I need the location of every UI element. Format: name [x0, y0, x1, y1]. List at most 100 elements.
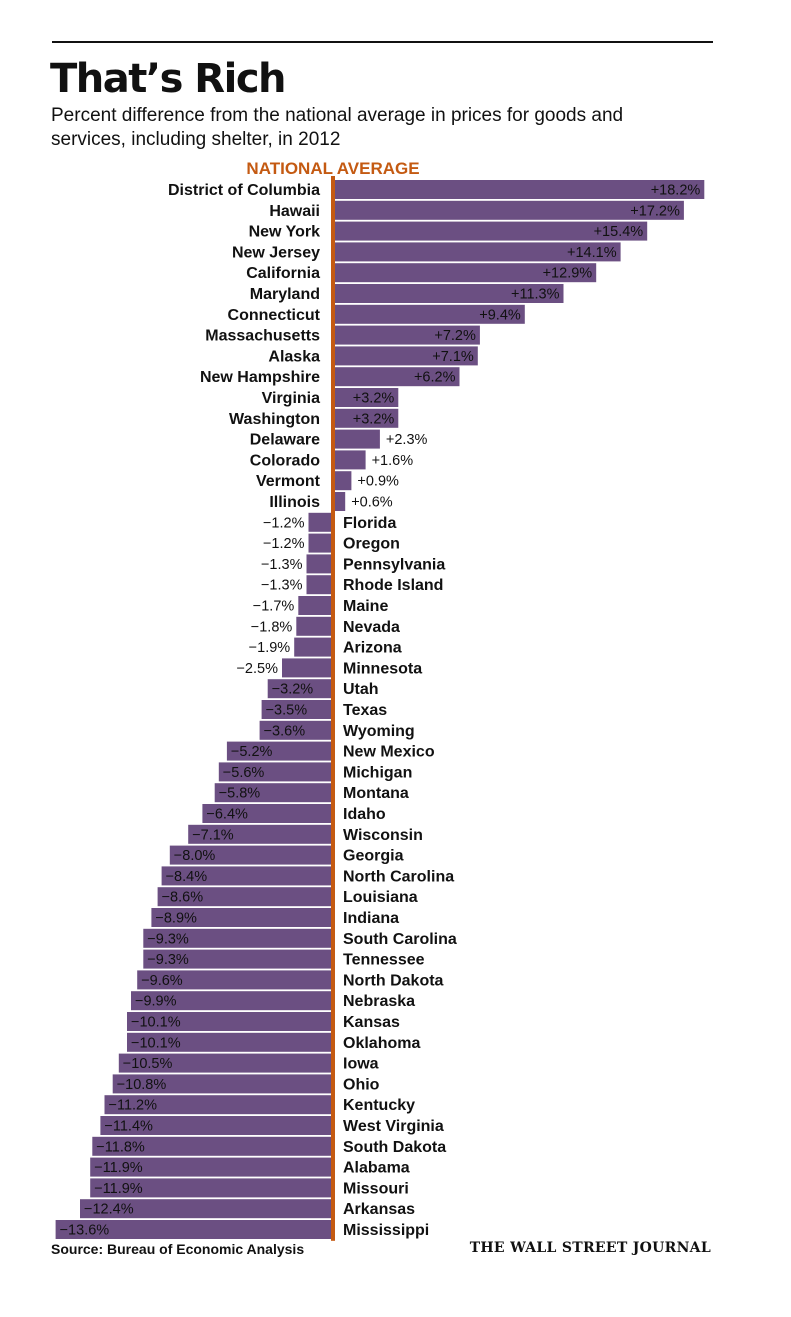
bar-new-mexico: [226, 741, 333, 761]
category-label-arkansas: Arkansas: [343, 1201, 415, 1218]
category-label-idaho: Idaho: [343, 806, 386, 823]
category-label-north-carolina: North Carolina: [343, 868, 454, 885]
bar-new-hampshire: [333, 367, 460, 387]
value-label-south-dakota: −11.8%: [96, 1139, 145, 1155]
source-note: Source: Bureau of Economic Analysis: [51, 1241, 305, 1257]
bar-oklahoma: [127, 1032, 333, 1052]
value-label-georgia: −8.0%: [174, 848, 216, 864]
bar-florida: [308, 512, 333, 532]
category-label-mississippi: Mississippi: [343, 1222, 429, 1239]
value-label-west-virginia: −11.4%: [104, 1119, 153, 1135]
chart-subtitle: Percent difference from the national ave…: [51, 105, 624, 150]
bar-maine: [298, 596, 333, 615]
bar-mississippi: [55, 1220, 333, 1239]
category-label-oklahoma: Oklahoma: [343, 1035, 420, 1052]
value-label-virginia: +3.2%: [353, 391, 395, 407]
category-label-texas: Texas: [343, 702, 387, 719]
bar-arkansas: [80, 1199, 333, 1219]
value-label-mississippi: −13.6%: [60, 1223, 110, 1239]
value-label-north-dakota: −9.6%: [141, 973, 183, 989]
value-label-maine: −1.7%: [253, 599, 295, 615]
value-label-arizona: −1.9%: [249, 640, 291, 656]
category-label-north-dakota: North Dakota: [343, 972, 444, 989]
bar-iowa: [118, 1053, 333, 1073]
bar-north-carolina: [161, 866, 333, 886]
category-label-west-virginia: West Virginia: [343, 1118, 444, 1135]
value-label-texas: −3.5%: [266, 703, 308, 719]
bar-georgia: [169, 845, 333, 865]
category-label-maine: Maine: [343, 598, 388, 615]
publisher-logo: THE WALL STREET JOURNAL: [469, 1240, 711, 1256]
category-label-massachusetts: Massachusetts: [205, 328, 320, 345]
bar-missouri: [90, 1178, 333, 1198]
bar-district-of-columbia: [333, 180, 705, 199]
bar-hawaii: [333, 200, 684, 220]
value-label-kansas: −10.1%: [131, 1015, 181, 1031]
bar-louisiana: [157, 887, 333, 907]
category-label-new-hampshire: New Hampshire: [200, 369, 320, 386]
bar-kansas: [127, 1012, 333, 1031]
chart-title: That’s Rich: [50, 56, 287, 102]
bar-connecticut: [333, 304, 525, 324]
category-label-connecticut: Connecticut: [228, 307, 321, 324]
value-label-arkansas: −12.4%: [84, 1202, 134, 1218]
category-label-hawaii: Hawaii: [269, 203, 320, 220]
value-label-wisconsin: −7.1%: [192, 827, 234, 843]
bar-michigan: [218, 762, 333, 782]
bar-maryland: [333, 284, 564, 303]
bar-indiana: [151, 908, 333, 927]
category-label-alabama: Alabama: [343, 1160, 410, 1177]
category-label-nebraska: Nebraska: [343, 993, 415, 1010]
bar-massachusetts: [333, 325, 480, 345]
bar-virginia: [333, 388, 399, 407]
value-label-rhode-island: −1.3%: [261, 578, 303, 594]
bar-washington: [333, 408, 399, 428]
bar-idaho: [202, 804, 333, 823]
value-label-vermont: +0.9%: [357, 474, 399, 490]
national-average-label: NATIONAL AVERAGE: [246, 159, 419, 178]
bar-minnesota: [282, 658, 333, 678]
category-label-delaware: Delaware: [250, 432, 320, 449]
value-label-minnesota: −2.5%: [236, 661, 278, 677]
value-label-south-carolina: −9.3%: [147, 931, 189, 947]
value-label-alaska: +7.1%: [432, 349, 474, 365]
top-rule: [52, 41, 713, 43]
value-label-washington: +3.2%: [353, 411, 395, 427]
category-label-minnesota: Minnesota: [343, 660, 422, 677]
bar-new-york: [333, 221, 648, 241]
value-label-iowa: −10.5%: [123, 1056, 173, 1072]
category-label-california: California: [246, 265, 320, 282]
bar-north-dakota: [137, 970, 333, 990]
bar-rhode-island: [306, 575, 333, 595]
value-label-montana: −5.8%: [219, 786, 261, 802]
bar-oregon: [308, 533, 333, 553]
category-label-new-mexico: New Mexico: [343, 744, 435, 761]
value-label-oklahoma: −10.1%: [131, 1035, 181, 1051]
category-label-wisconsin: Wisconsin: [343, 827, 423, 844]
value-label-connecticut: +9.4%: [479, 307, 521, 323]
category-label-georgia: Georgia: [343, 848, 404, 865]
bar-nevada: [296, 616, 333, 636]
category-label-maryland: Maryland: [250, 286, 320, 303]
value-label-wyoming: −3.6%: [264, 723, 306, 739]
value-label-north-carolina: −8.4%: [166, 869, 208, 885]
value-label-michigan: −5.6%: [223, 765, 265, 781]
category-label-wyoming: Wyoming: [343, 723, 415, 740]
value-label-district-of-columbia: +18.2%: [651, 183, 701, 199]
category-label-florida: Florida: [343, 515, 396, 532]
bar-california: [333, 263, 597, 283]
value-label-massachusetts: +7.2%: [434, 328, 476, 344]
category-label-iowa: Iowa: [343, 1056, 379, 1073]
category-label-south-carolina: South Carolina: [343, 931, 457, 948]
category-label-kansas: Kansas: [343, 1014, 400, 1031]
value-label-maryland: +11.3%: [511, 287, 560, 303]
category-label-vermont: Vermont: [256, 473, 321, 490]
bar-delaware: [333, 429, 380, 449]
category-label-nevada: Nevada: [343, 619, 400, 636]
bar-arizona: [294, 637, 333, 657]
category-label-rhode-island: Rhode Island: [343, 577, 443, 594]
category-label-oregon: Oregon: [343, 536, 400, 553]
category-label-utah: Utah: [343, 681, 379, 698]
bar-kentucky: [104, 1095, 333, 1115]
bar-tennessee: [143, 949, 333, 969]
